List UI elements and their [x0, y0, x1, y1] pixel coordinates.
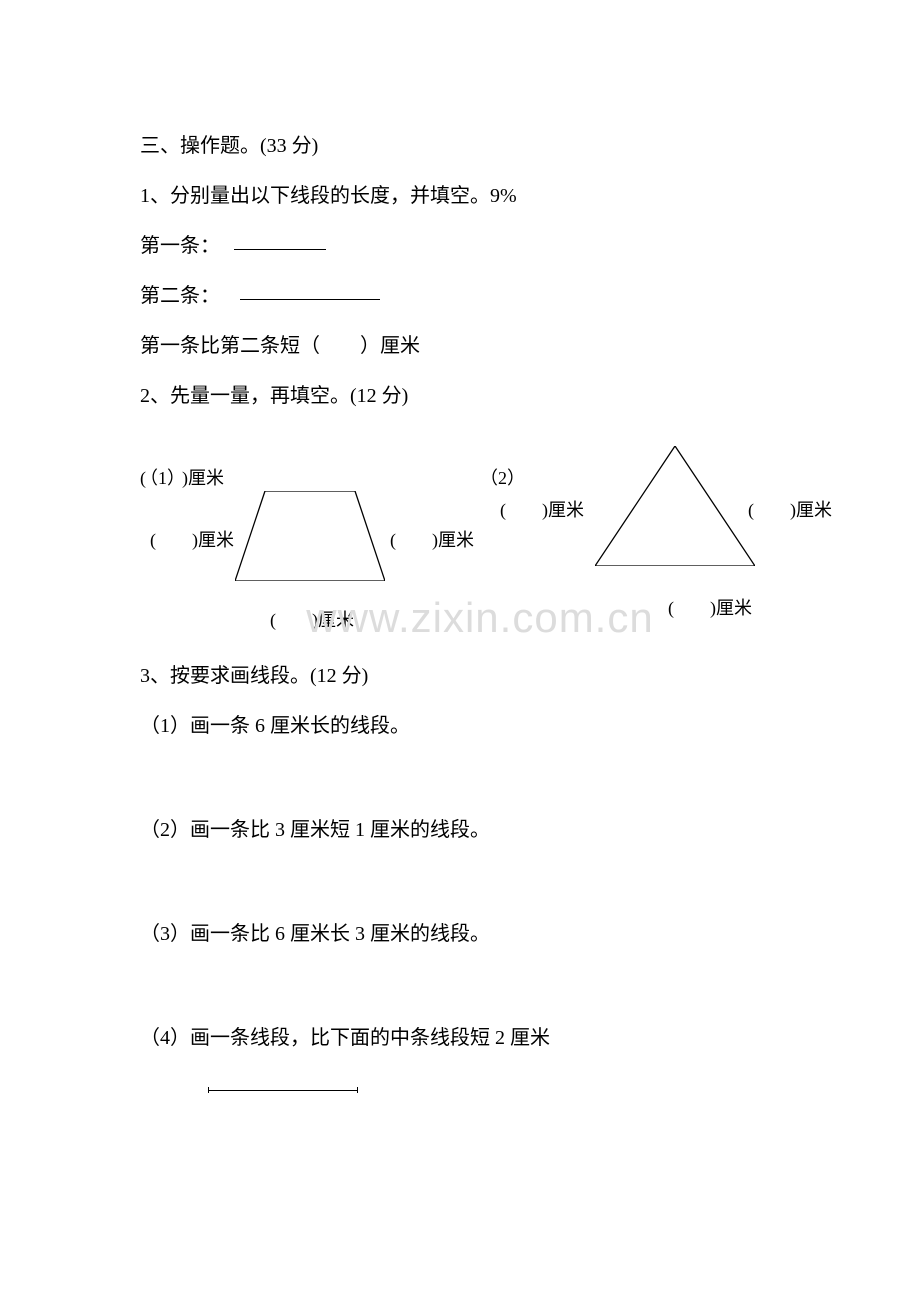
shape1-right-label: ( )厘米 [390, 526, 474, 552]
q3-prompt: 3、按要求画线段。(12 分) [140, 666, 780, 686]
shape2-left-label: ( )厘米 [500, 496, 584, 522]
q3-p2: （2）画一条比 3 厘米短 1 厘米的线段。 [140, 820, 780, 840]
q3-p4-segment-wrap [208, 1078, 780, 1096]
shape1-bottom-label: ( )厘米 [270, 606, 354, 632]
shape1-block: （1） ( )厘米 ( )厘米 ( )厘米 ( )厘米 [140, 436, 460, 646]
q1-second-row: 第二条： [140, 286, 780, 306]
trapezoid-shape [235, 491, 385, 581]
q2-prompt: 2、先量一量，再填空。(12 分) [140, 386, 780, 406]
q3-p3-space [140, 974, 780, 1028]
shape2-num: （2） [480, 464, 525, 490]
shape1-top-label: ( )厘米 [140, 464, 224, 490]
q3-p1: （1）画一条 6 厘米长的线段。 [140, 716, 780, 736]
q1-first-label: 第一条： [140, 235, 220, 257]
q1-prompt: 1、分别量出以下线段的长度，并填空。9% [140, 186, 780, 206]
q1-second-blank[interactable] [240, 299, 380, 300]
q1-first-blank[interactable] [234, 249, 326, 250]
shape2-right-label: ( )厘米 [748, 496, 832, 522]
q1-compare: 第一条比第二条短（ ）厘米 [140, 336, 780, 356]
trapezoid-polygon [235, 491, 385, 581]
q3-p4: （4）画一条线段，比下面的中条线段短 2 厘米 [140, 1028, 780, 1048]
reference-segment [208, 1090, 358, 1091]
q3-p2-space [140, 870, 780, 924]
shape2-block: （2） ( )厘米 ( )厘米 ( )厘米 [480, 436, 820, 646]
shape1-left-label: ( )厘米 [150, 526, 234, 552]
section-heading: 三、操作题。(33 分) [140, 136, 780, 156]
q1-second-label: 第二条： [140, 285, 220, 307]
q1-first-row: 第一条： [140, 236, 780, 256]
triangle-shape [595, 446, 755, 566]
shape2-bottom-label: ( )厘米 [668, 594, 752, 620]
worksheet-page: 三、操作题。(33 分) 1、分别量出以下线段的长度，并填空。9% 第一条： 第… [0, 0, 920, 1302]
q3-p3: （3）画一条比 6 厘米长 3 厘米的线段。 [140, 924, 780, 944]
q3-p1-space [140, 766, 780, 820]
shapes-row: （1） ( )厘米 ( )厘米 ( )厘米 ( )厘米 （2） ( )厘米 ( … [140, 436, 820, 646]
triangle-polygon [595, 446, 755, 566]
